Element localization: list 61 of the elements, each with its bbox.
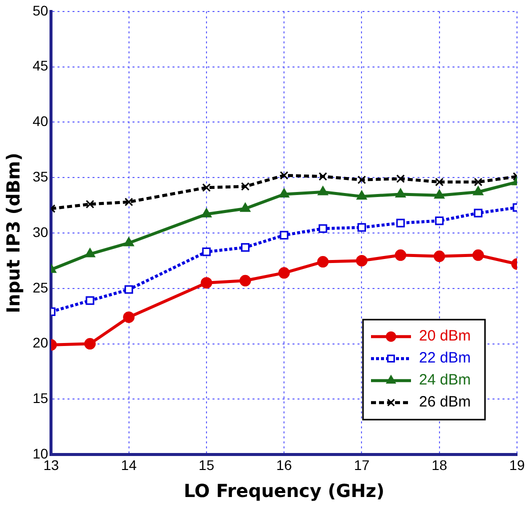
point <box>124 198 134 206</box>
point <box>84 248 96 258</box>
y-tick-label: 20 <box>32 334 48 351</box>
point <box>317 256 329 268</box>
point <box>86 296 94 305</box>
point <box>202 183 211 192</box>
x-tick-label: 17 <box>354 456 370 473</box>
y-tick-label: 50 <box>32 2 48 18</box>
y-tick-label: 15 <box>32 390 48 406</box>
point <box>318 224 328 233</box>
y-axis-title: Input IP3 (dBm) <box>3 152 24 314</box>
x-tick-label: 16 <box>276 456 292 473</box>
y-tick-label: 40 <box>32 113 48 130</box>
point <box>280 171 288 180</box>
point <box>280 230 288 240</box>
point <box>240 182 250 191</box>
y-tick-label: 10 <box>32 445 48 462</box>
legend-label: 26 dBm <box>419 394 471 411</box>
point <box>202 248 211 256</box>
point <box>435 216 444 226</box>
point <box>201 208 212 218</box>
x-tick-label: 18 <box>432 456 448 473</box>
y-tick-label: 35 <box>32 168 48 184</box>
point <box>474 208 482 218</box>
y-tick-label: 25 <box>32 279 48 296</box>
point <box>396 218 405 228</box>
point <box>200 277 212 289</box>
point <box>357 223 366 232</box>
point <box>240 202 250 212</box>
point <box>318 172 328 181</box>
point <box>394 249 406 261</box>
point <box>435 178 444 186</box>
point <box>474 178 482 186</box>
point <box>240 243 250 252</box>
point <box>318 186 328 196</box>
point <box>124 237 134 246</box>
x-tick-label: 15 <box>198 456 214 473</box>
x-tick-label: 14 <box>121 456 137 473</box>
point <box>434 250 446 262</box>
legend-label: 24 dBm <box>419 372 471 389</box>
point <box>473 186 484 196</box>
y-tick-label: 45 <box>32 58 48 74</box>
point <box>123 311 135 323</box>
point <box>357 176 366 184</box>
point <box>356 190 367 200</box>
point <box>395 188 406 198</box>
point <box>240 274 252 286</box>
point <box>84 338 96 350</box>
legend-label: 22 dBm <box>419 350 471 367</box>
point <box>472 249 484 261</box>
point <box>124 285 134 294</box>
point <box>356 254 368 266</box>
x-axis-title: LO Frequency (GHz) <box>184 480 384 502</box>
point <box>434 190 444 199</box>
x-tick-label: 19 <box>509 456 525 473</box>
point <box>86 200 94 208</box>
legend-label: 20 dBm <box>419 328 471 345</box>
y-tick-label: 30 <box>32 224 48 240</box>
point <box>278 267 290 279</box>
point <box>279 188 290 198</box>
point <box>396 174 405 183</box>
